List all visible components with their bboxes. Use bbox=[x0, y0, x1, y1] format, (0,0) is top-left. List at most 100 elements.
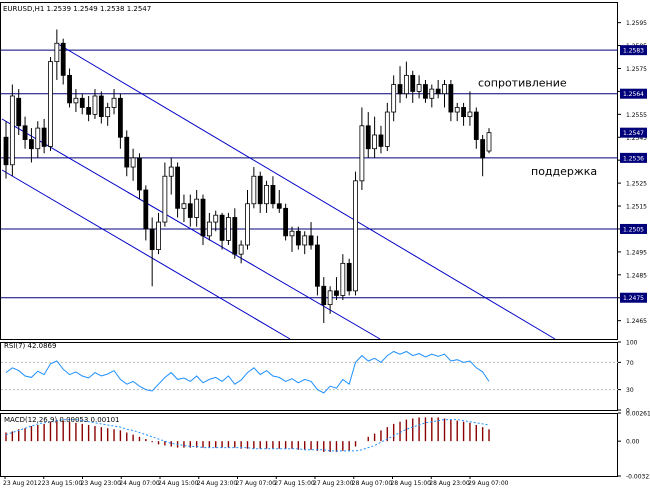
price-tick-label: 1.2575 bbox=[626, 66, 647, 73]
candle-body bbox=[378, 134, 384, 147]
candle-body bbox=[372, 134, 378, 150]
rsi-panel-frame bbox=[0, 342, 618, 411]
channel-line bbox=[1, 118, 381, 340]
time-tick-label: 28 Aug 23:00 bbox=[429, 480, 470, 487]
price-tick-label: 1.2465 bbox=[626, 318, 647, 325]
price-tick-label: 1.2515 bbox=[626, 204, 647, 211]
macd-tick-label: 0.00 bbox=[626, 439, 640, 446]
price-level-label-box bbox=[620, 127, 647, 138]
rsi-tick-label: 0 bbox=[626, 408, 630, 415]
candle-body bbox=[340, 262, 346, 296]
candle-body bbox=[245, 203, 250, 246]
candle-body bbox=[181, 203, 187, 209]
candle-body bbox=[200, 198, 206, 237]
candle-body bbox=[359, 125, 365, 182]
candle-body bbox=[257, 175, 263, 205]
candle-body bbox=[219, 214, 225, 241]
candle-body bbox=[486, 132, 492, 152]
time-tick-label: 24 Aug 15:00 bbox=[158, 480, 199, 487]
time-tick-label: 27 Aug 15:00 bbox=[274, 480, 315, 487]
candle-body bbox=[86, 107, 92, 115]
candle-body bbox=[283, 207, 289, 237]
candle-body bbox=[454, 107, 460, 113]
candle-body bbox=[3, 136, 9, 166]
price-level-label: 1.2475 bbox=[623, 295, 644, 302]
price-panel-frame bbox=[0, 2, 618, 340]
candle-body bbox=[461, 107, 466, 118]
price-level-label: 1.2564 bbox=[623, 91, 644, 98]
candle-body bbox=[98, 95, 104, 118]
candle-body bbox=[79, 97, 85, 108]
time-tick-label: 23 Aug 23:00 bbox=[81, 480, 122, 487]
time-tick-label: 29 Aug 07:00 bbox=[468, 480, 509, 487]
macd-panel-frame bbox=[0, 413, 618, 477]
candle-body bbox=[435, 88, 441, 95]
candle-body bbox=[92, 95, 98, 115]
candle-body bbox=[206, 221, 212, 237]
candle-body bbox=[295, 230, 301, 246]
candle-body bbox=[175, 166, 180, 209]
candle-body bbox=[194, 198, 200, 218]
symbol-header: EURUSD,H1 1.2539 1.2549 1.2538 1.2547 bbox=[3, 5, 151, 13]
rsi-line bbox=[5, 350, 490, 394]
price-level-label-box bbox=[620, 152, 647, 163]
candle-body bbox=[137, 157, 142, 191]
candle-body bbox=[232, 217, 238, 255]
candle-body bbox=[187, 203, 193, 218]
candle-body bbox=[168, 166, 174, 177]
price-panel: сопротивление поддержка bbox=[0, 2, 618, 340]
candle-body bbox=[251, 175, 257, 205]
price-level-label: 1.2505 bbox=[623, 226, 644, 233]
candle-body bbox=[308, 235, 314, 246]
candle-body bbox=[264, 185, 269, 205]
time-tick-label: 27 Aug 23:00 bbox=[313, 480, 354, 487]
candle-body bbox=[365, 125, 371, 150]
time-tick-label: 24 Aug 23:00 bbox=[197, 480, 238, 487]
time-tick-label: 28 Aug 07:00 bbox=[352, 480, 393, 487]
candle-body bbox=[334, 290, 339, 296]
time-tick-label: 23 Aug 2012 bbox=[3, 480, 42, 487]
price-level-label: 1.2583 bbox=[623, 48, 644, 55]
price-tick-label: 1.2545 bbox=[626, 135, 647, 142]
macd-signal-line bbox=[5, 419, 490, 452]
candle-body bbox=[162, 175, 168, 223]
price-level-label-box bbox=[620, 223, 647, 234]
price-level-label-box bbox=[620, 292, 647, 303]
candle-body bbox=[480, 139, 486, 159]
candle-body bbox=[473, 111, 479, 140]
time-tick-label: 23 Aug 15:00 bbox=[42, 480, 83, 487]
candle-body bbox=[130, 157, 136, 168]
candle-body bbox=[238, 244, 244, 255]
time-tick-label: 28 Aug 15:00 bbox=[391, 480, 432, 487]
candle-body bbox=[327, 290, 333, 306]
candle-body bbox=[54, 42, 60, 63]
candle-body bbox=[321, 285, 327, 306]
candle-body bbox=[29, 139, 34, 150]
candle-body bbox=[213, 214, 219, 223]
candle-body bbox=[403, 74, 409, 95]
candle-body bbox=[276, 203, 282, 209]
rsi-label: RSI(7) 42.0869 bbox=[4, 342, 56, 350]
rsi-tick-label: 30 bbox=[626, 387, 634, 394]
candle-body bbox=[315, 244, 320, 287]
time-tick-label: 27 Aug 07:00 bbox=[236, 480, 277, 487]
time-tick-label: 24 Aug 07:00 bbox=[119, 480, 160, 487]
channel-line bbox=[1, 169, 291, 340]
candle-body bbox=[73, 97, 79, 104]
candle-body bbox=[67, 74, 72, 104]
candle-body bbox=[270, 185, 276, 205]
candle-body bbox=[111, 97, 117, 108]
candle-body bbox=[416, 84, 422, 92]
price-tick-label: 1.2525 bbox=[626, 181, 647, 188]
candle-body bbox=[302, 235, 308, 246]
candle-body bbox=[9, 95, 15, 166]
price-level-label: 1.2547 bbox=[623, 130, 644, 137]
candle-body bbox=[143, 189, 149, 230]
rsi-panel bbox=[0, 342, 618, 411]
candle-body bbox=[22, 125, 28, 140]
candle-body bbox=[429, 88, 435, 99]
price-level-label: 1.2536 bbox=[623, 155, 644, 162]
candle-body bbox=[384, 111, 390, 147]
candle-body bbox=[41, 127, 47, 147]
